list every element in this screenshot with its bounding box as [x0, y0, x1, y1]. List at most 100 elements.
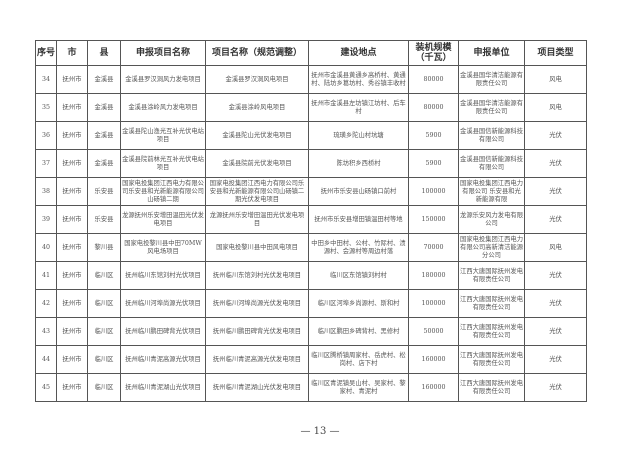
cell-project-name: 金溪县院前光伏发电项目 [205, 149, 309, 178]
cell-project-name: 抚州临川鹏田碑背光伏发电项目 [205, 317, 309, 346]
cell-applicant: 江西大唐国际抚州发电有限责任公司 [458, 345, 525, 374]
cell-location: 中田乡中田村、公村、竹际村、渍源村、会源村等周边村落 [308, 233, 409, 262]
cell-seq: 43 [35, 317, 57, 346]
cell-project-name: 抚州临川东馆刘村光伏发电项目 [205, 261, 309, 290]
cell-city: 抚州市 [56, 205, 88, 234]
cell-project-name: 国家电投集团江西电力有限公司乐安县和光新能源有限公司山砀镇二期光伏发电项目 [205, 177, 309, 206]
cell-city: 抚州市 [56, 317, 88, 346]
table-row: 40 抚州市 黎川县 国家电投黎川县中田70MW风电场项目 国家电投黎川县中田风电项目中… [35, 233, 587, 262]
cell-city: 抚州市 [56, 345, 88, 374]
cell-location: 抚州市金溪县黄通乡高桥村、黄通村、陆坊乡葛坊村、秀谷镇丰收村 [308, 65, 409, 94]
table-row: 39 抚州市 乐安县 龙源抚州乐安增田温田光伏发电项目 龙源抚州乐安增田温田光伏发电项目… [35, 205, 587, 234]
cell-seq: 38 [35, 177, 57, 206]
cell-project-name: 金溪县罗汉洞风电项目 [205, 65, 309, 94]
cell-county: 金溪县 [87, 65, 121, 94]
cell-type: 风电 [524, 233, 587, 262]
cell-county: 金溪县 [87, 149, 121, 178]
cell-declared-name: 金溪县罗汉洞风力发电项目 [120, 65, 206, 94]
header-capacity: 装机规模（千瓦） [408, 40, 459, 66]
cell-location: 琉璜乡陀山村坑塘 [308, 121, 409, 150]
header-type: 项目类型 [524, 40, 587, 66]
cell-county: 临川区 [87, 317, 121, 346]
cell-capacity: 180000 [408, 261, 459, 290]
table-row: 37 抚州市 金溪县 金溪县院前林光互补光伏电站项目 金溪县院前光伏发电项目 陈坊积乡西桥… [35, 149, 587, 178]
cell-location: 临川区东馆镇刘村村 [308, 261, 409, 290]
cell-capacity: 5900 [408, 121, 459, 150]
cell-applicant: 江西大唐国际抚州发电有限责任公司 [458, 261, 525, 290]
cell-city: 抚州市 [56, 121, 88, 150]
cell-declared-name: 国家电投黎川县中田70MW风电场项目 [120, 233, 206, 262]
cell-seq: 37 [35, 149, 57, 178]
table-row: 44 抚州市 临川区 抚州临川青泥高源光伏项目 抚州临川青泥高源光伏发电项目 临川区腾桥镇… [35, 345, 587, 374]
cell-declared-name: 龙源抚州乐安增田温田光伏发电项目 [120, 205, 206, 234]
cell-project-name: 国家电投黎川县中田风电项目 [205, 233, 309, 262]
cell-county: 乐安县 [87, 205, 121, 234]
cell-type: 光伏 [524, 149, 587, 178]
cell-type: 光伏 [524, 289, 587, 318]
cell-capacity: 160000 [408, 345, 459, 374]
header-applicant: 申报单位 [458, 40, 525, 66]
cell-applicant: 国家电投集团江西电力有限公司 乐安县和光新能源有限 [458, 177, 525, 206]
cell-city: 抚州市 [56, 93, 88, 122]
cell-seq: 44 [35, 345, 57, 374]
cell-applicant: 江西大唐国际抚州发电有限责任公司 [458, 289, 525, 318]
cell-location: 抚州市乐安县山砀镇口前村 [308, 177, 409, 206]
cell-applicant: 江西大唐国际抚州发电有限责任公司 [458, 373, 525, 402]
cell-project-name: 抚州临川青泥高源光伏发电项目 [205, 345, 309, 374]
cell-declared-name: 国家电投集团江西电力有限公司乐安县和光新能源有限公司山砀镇二期 [120, 177, 206, 206]
cell-county: 乐安县 [87, 177, 121, 206]
cell-declared-name: 抚州临川青泥湖山光伏项目 [120, 373, 206, 402]
cell-county: 临川区 [87, 373, 121, 402]
cell-type: 光伏 [524, 317, 587, 346]
header-declared-name: 申报项目名称 [120, 40, 206, 66]
cell-declared-name: 金溪县院前林光互补光伏电站项目 [120, 149, 206, 178]
cell-capacity: 100000 [408, 177, 459, 206]
cell-county: 黎川县 [87, 233, 121, 262]
table-header-row: 序号市县申报项目名称 项目名称（规范调整） 建设地点 装机规模（千瓦） 申报单位 项目类型 [35, 40, 587, 66]
table-row: 42 抚州市 临川区 抚州临川河埠尚源光伏项目 抚州临川河埠尚源光伏发电项目 临川区河埠乡… [35, 289, 587, 318]
cell-type: 光伏 [524, 121, 587, 150]
cell-location: 临川区鹏田乡碑背村、黑修村 [308, 317, 409, 346]
cell-type: 风电 [524, 65, 587, 94]
cell-seq: 36 [35, 121, 57, 150]
cell-project-name: 抚州临川青泥湖山光伏发电项目 [205, 373, 309, 402]
cell-applicant: 金溪县国信新能源科技有限公司 [458, 121, 525, 150]
cell-city: 抚州市 [56, 289, 88, 318]
cell-project-name: 龙源抚州乐安增田温田光伏发电项目 [205, 205, 309, 234]
table-row: 35 抚州市 金溪县 金溪县涂岭风力发电项目 金溪县涂岭风电项目 抚州市金溪县左坊镇江坊村… [35, 93, 587, 122]
cell-applicant: 江西大唐国际抚州发电有限责任公司 [458, 317, 525, 346]
page-number: — 13 — [300, 426, 340, 437]
table-row: 43 抚州市 临川区 抚州临川鹏田碑背光伏项目 抚州临川鹏田碑背光伏发电项目 临川区鹏田乡… [35, 317, 587, 346]
cell-city: 抚州市 [56, 149, 88, 178]
cell-city: 抚州市 [56, 233, 88, 262]
cell-type: 光伏 [524, 345, 587, 374]
table-row: 45 抚州市 临川区 抚州临川青泥湖山光伏项目 抚州临川青泥湖山光伏发电项目 临川区青泥镇… [35, 373, 587, 402]
cell-seq: 40 [35, 233, 57, 262]
header-location: 建设地点 [308, 40, 409, 66]
cell-county: 金溪县 [87, 93, 121, 122]
cell-applicant: 金溪县国信新能源科技有限公司 [458, 149, 525, 178]
cell-seq: 45 [35, 373, 57, 402]
cell-type: 风电 [524, 93, 587, 122]
cell-declared-name: 金溪县陀山渔光互补光伏电站项目 [120, 121, 206, 150]
project-table: 序号市县申报项目名称 项目名称（规范调整） 建设地点 装机规模（千瓦） 申报单位 项目类型… [35, 40, 587, 402]
cell-declared-name: 金溪县涂岭风力发电项目 [120, 93, 206, 122]
cell-location: 陈坊积乡西桥村 [308, 149, 409, 178]
cell-location: 抚州市乐安县增田镇温田村等地 [308, 205, 409, 234]
cell-type: 光伏 [524, 261, 587, 290]
cell-capacity: 160000 [408, 373, 459, 402]
table-row: 41 抚州市 临川区 抚州临川东馆刘村光伏项目 抚州临川东馆刘村光伏发电项目 临川区东馆镇… [35, 261, 587, 290]
cell-city: 抚州市 [56, 65, 88, 94]
cell-seq: 35 [35, 93, 57, 122]
cell-county: 临川区 [87, 261, 121, 290]
header-city: 市 [56, 40, 88, 66]
cell-city: 抚州市 [56, 373, 88, 402]
cell-declared-name: 抚州临川河埠尚源光伏项目 [120, 289, 206, 318]
cell-project-name: 金溪县涂岭风电项目 [205, 93, 309, 122]
cell-project-name: 金溪县陀山光伏发电项目 [205, 121, 309, 150]
cell-seq: 39 [35, 205, 57, 234]
cell-location: 临川区河埠乡尚源村、斯和村 [308, 289, 409, 318]
cell-location: 临川区青泥镇吴山村、吴家村、黎家村、青泥村 [308, 373, 409, 402]
cell-capacity: 80000 [408, 65, 459, 94]
cell-capacity: 150000 [408, 205, 459, 234]
